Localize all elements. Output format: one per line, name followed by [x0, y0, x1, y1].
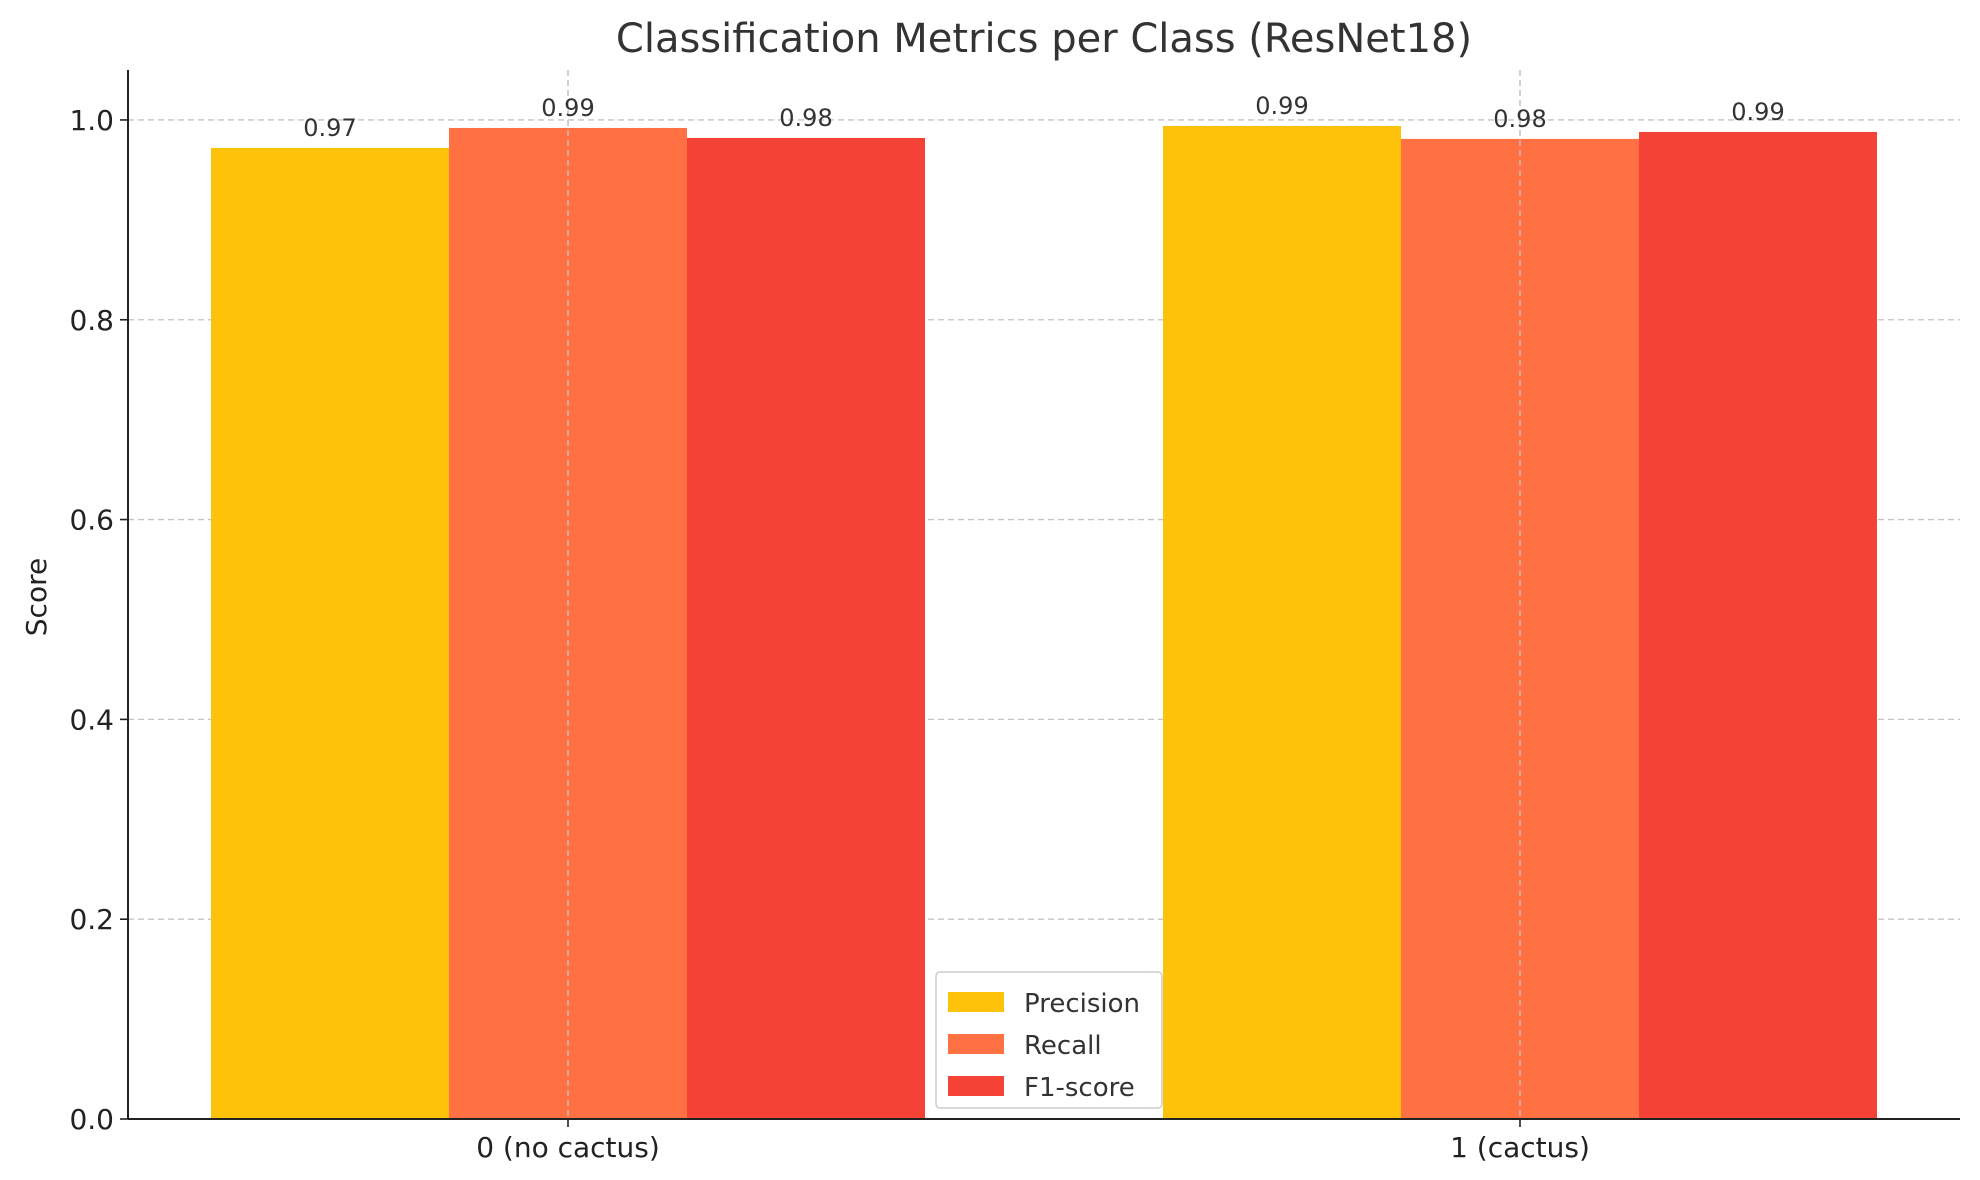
bar-f1-score-0 — [687, 137, 925, 1119]
data-label: 0.97 — [303, 114, 356, 142]
y-tick-label: 0.6 — [69, 504, 114, 537]
x-tick-label: 0 (no cactus) — [476, 1131, 660, 1164]
legend: Precision Recall F1-score — [935, 971, 1163, 1109]
chart-title: Classification Metrics per Class (ResNet… — [616, 16, 1472, 62]
y-tick-label: 0.2 — [69, 903, 114, 936]
y-axis-ticks: 0.0 0.2 0.4 0.6 0.8 1.0 — [69, 104, 128, 1136]
data-label: 0.98 — [1493, 105, 1546, 133]
bars — [211, 125, 1877, 1120]
legend-label: Precision — [1024, 989, 1140, 1019]
bar-precision-1 — [1163, 125, 1401, 1120]
y-tick-label: 0.4 — [69, 703, 114, 736]
legend-label: F1-score — [1024, 1073, 1135, 1103]
legend-swatch — [948, 1076, 1004, 1096]
data-labels: 0.97 0.99 0.98 0.99 0.98 0.99 — [303, 92, 1784, 142]
axes — [127, 70, 1960, 1120]
legend-swatch — [948, 1034, 1004, 1054]
data-label: 0.98 — [779, 104, 832, 132]
legend-swatch — [948, 992, 1004, 1012]
y-tick-label: 0.0 — [69, 1103, 114, 1136]
x-axis-ticks: 0 (no cactus) 1 (cactus) — [476, 1119, 1590, 1164]
bar-precision-0 — [211, 147, 449, 1119]
y-tick-label: 0.8 — [69, 304, 114, 337]
legend-label: Recall — [1024, 1031, 1102, 1061]
y-tick-label: 1.0 — [69, 104, 114, 137]
data-label: 0.99 — [541, 94, 594, 122]
grid-lines-vertical — [567, 70, 1521, 1119]
x-tick-label: 1 (cactus) — [1450, 1131, 1590, 1164]
bar-f1-score-1 — [1639, 131, 1877, 1120]
data-label: 0.99 — [1255, 92, 1308, 120]
y-axis-label: Score — [20, 558, 53, 636]
data-label: 0.99 — [1731, 98, 1784, 126]
